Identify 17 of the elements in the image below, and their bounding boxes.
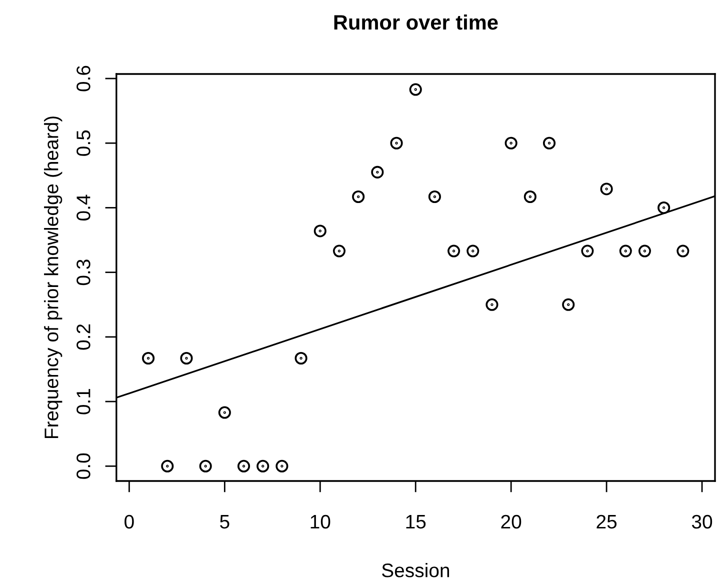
- y-tick-label: 0.1: [76, 388, 90, 414]
- x-tick-label: 0: [124, 514, 134, 529]
- chart-title: Rumor over time: [334, 14, 498, 30]
- x-tick-label: 10: [310, 514, 330, 529]
- x-tick-label: 30: [692, 514, 712, 529]
- x-tick-label: 15: [406, 515, 426, 529]
- y-tick-label: 0.0: [76, 453, 90, 479]
- x-tick-label: 25: [596, 514, 617, 529]
- y-tick-label: 0.4: [76, 194, 90, 220]
- x-axis-title: Session: [382, 563, 450, 578]
- y-axis-title: Frequency of prior knowledge (heard): [44, 116, 62, 438]
- x-tick-label: 20: [501, 514, 522, 529]
- y-tick-label: 0.3: [76, 260, 90, 286]
- x-tick-label: 5: [220, 515, 230, 529]
- y-tick-label: 0.5: [76, 130, 90, 156]
- y-tick-label: 0.6: [76, 66, 90, 92]
- y-tick-label: 0.2: [76, 324, 90, 350]
